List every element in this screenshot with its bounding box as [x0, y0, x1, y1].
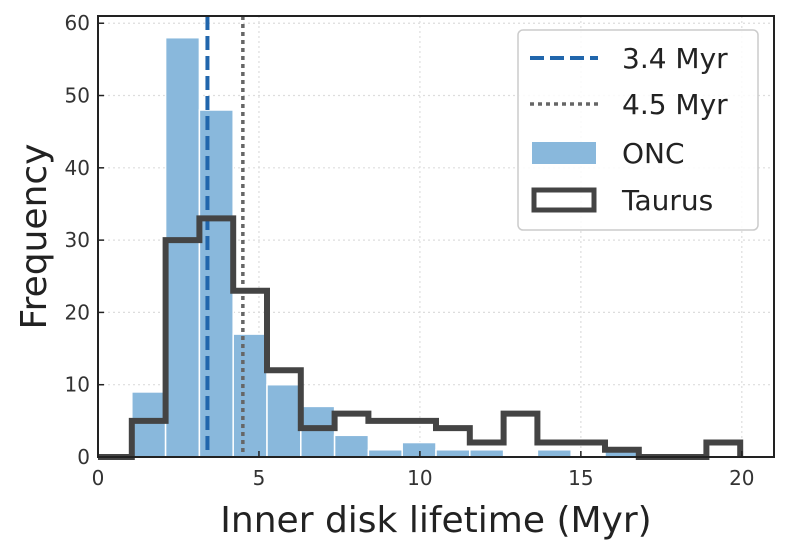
onc-bar: [232, 333, 268, 458]
onc-bar: [266, 383, 302, 458]
y-tick-label: 20: [65, 300, 90, 324]
onc-bar: [401, 441, 437, 458]
onc-bar: [333, 434, 370, 458]
axis-ticks: 0 5 10 15 20 0 10 20 30 40 50 60: [65, 11, 755, 490]
legend-label-4.5-myr: 4.5 Myr: [622, 88, 728, 121]
onc-bar: [164, 36, 201, 458]
taurus-step-outline: [98, 215, 744, 460]
y-tick-label: 40: [65, 156, 90, 180]
onc-bar: [469, 449, 505, 458]
plot-frame: [97, 15, 775, 458]
legend-box: [517, 29, 759, 231]
y-tick-label: 10: [65, 373, 90, 397]
onc-bar: [300, 405, 336, 458]
x-tick-label: 5: [253, 466, 266, 490]
legend-label-taurus: Taurus: [621, 184, 713, 217]
reference-lines: [205, 16, 245, 457]
legend: 3.4 Myr 4.5 Myr ONC Taurus: [517, 29, 759, 231]
taurus-step-line: [98, 215, 744, 460]
x-tick-label: 20: [729, 466, 754, 490]
y-tick-label: 0: [77, 445, 90, 469]
y-tick-label: 50: [65, 84, 90, 108]
onc-bar: [367, 449, 403, 458]
x-axis-label: Inner disk lifetime (Myr): [220, 500, 651, 541]
y-tick-label: 60: [65, 11, 90, 35]
onc-bar: [435, 449, 471, 458]
y-tick-label: 30: [65, 228, 90, 252]
x-tick-label: 0: [92, 466, 105, 490]
onc-bar: [198, 109, 234, 458]
y-axis-label: Frequency: [14, 144, 55, 330]
legend-label-3.4-myr: 3.4 Myr: [622, 42, 728, 75]
onc-bar: [536, 449, 572, 458]
legend-marker-onc: [532, 142, 596, 164]
x-tick-label: 15: [568, 466, 593, 490]
legend-marker-taurus: [531, 187, 597, 213]
legend-label-onc: ONC: [622, 137, 685, 170]
x-tick-label: 10: [407, 466, 432, 490]
onc-bar: [131, 391, 167, 458]
